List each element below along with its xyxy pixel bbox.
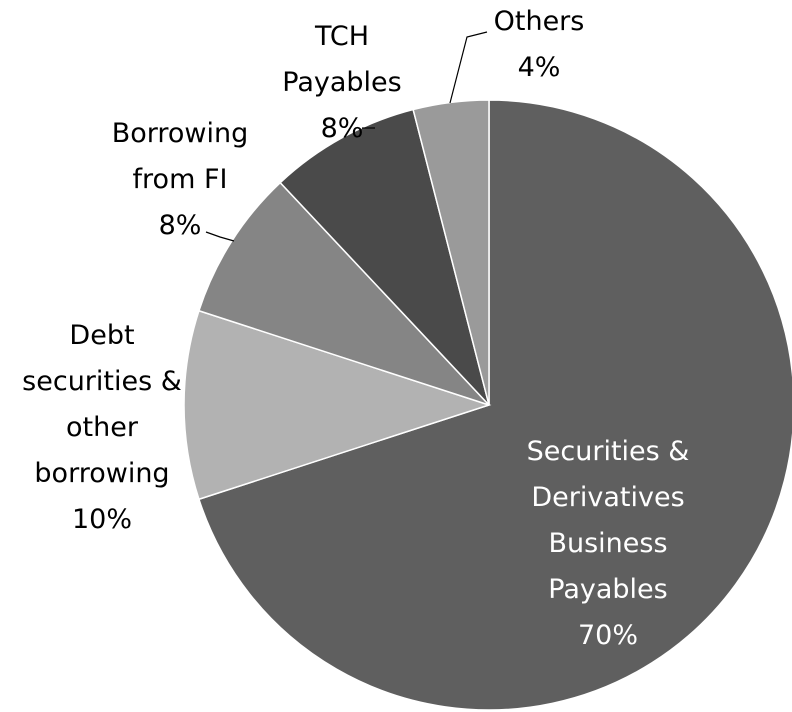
slice-name-line: borrowing — [34, 458, 169, 489]
pie-slice-3 — [279, 108, 490, 406]
slice-name-line: Others — [494, 6, 585, 37]
slice-percent-label: 8% — [321, 113, 364, 144]
slice-label-3: TCH Payables 8% — [282, 21, 401, 144]
slice-name-line: Payables — [548, 574, 667, 605]
pie-slice-1 — [183, 309, 492, 501]
slice-name-line: securities & — [22, 366, 182, 397]
slice-label-0: Securities & Derivatives Business Payables 7… — [527, 436, 690, 651]
slice-percent-label: 10% — [72, 504, 132, 535]
slice-name-line: Payables — [282, 67, 401, 98]
slice-label-2: Borrowing from FI 8% — [112, 118, 249, 241]
slice-label-4: Others 4% — [494, 6, 585, 83]
pie-slice-0 — [197, 99, 792, 711]
slice-name-line: other — [66, 412, 139, 443]
slice-name-line: TCH — [314, 21, 369, 52]
slice-name-line: Debt — [69, 320, 134, 351]
slice-percent-label: 8% — [159, 210, 202, 241]
pie-slice-2 — [197, 181, 490, 406]
leader-line-4 — [449, 31, 488, 104]
pie-slices — [183, 99, 792, 711]
slice-name-line: Derivatives — [531, 482, 684, 513]
slice-name-line: Securities & — [527, 436, 690, 467]
slice-percent-label: 4% — [518, 52, 561, 83]
pie-slice-4 — [412, 99, 490, 406]
leader-line-2 — [205, 231, 235, 242]
slice-name-line: from FI — [133, 164, 228, 195]
slice-name-line: Business — [548, 528, 667, 559]
slice-label-1: Debt securities & other borrowing 10% — [22, 320, 182, 535]
slice-percent-label: 70% — [578, 620, 638, 651]
slice-name-line: Borrowing — [112, 118, 249, 149]
